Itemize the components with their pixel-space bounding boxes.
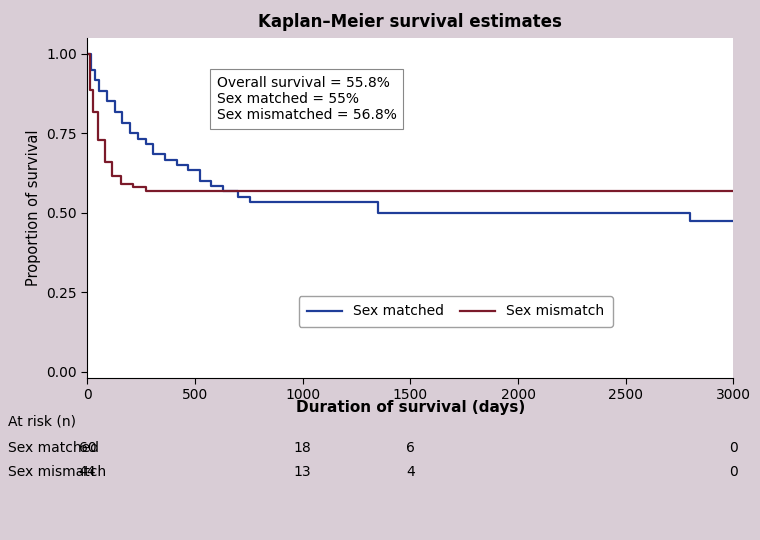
Sex matched <box>125 119 135 126</box>
Sex mismatch <box>128 180 137 187</box>
Sex matched <box>125 130 135 137</box>
Sex matched <box>110 98 119 105</box>
Text: 0: 0 <box>729 441 738 455</box>
Line: Sex mismatch: Sex mismatch <box>87 53 733 191</box>
Sex matched <box>160 157 169 163</box>
Sex matched <box>110 109 119 115</box>
Text: Duration of survival (days): Duration of survival (days) <box>296 400 525 415</box>
Sex mismatch <box>83 50 92 57</box>
Sex matched <box>160 151 169 158</box>
Sex matched <box>184 162 193 168</box>
Sex matched <box>149 151 158 158</box>
Sex mismatch <box>100 159 109 165</box>
Sex mismatch <box>108 173 117 180</box>
Sex mismatch <box>89 109 98 115</box>
Sex matched <box>207 183 216 190</box>
Sex mismatch <box>93 137 103 144</box>
Sex matched <box>133 136 142 142</box>
Sex mismatch <box>729 188 738 194</box>
Text: 6: 6 <box>406 441 415 455</box>
Text: 18: 18 <box>294 441 312 455</box>
Sex mismatch <box>686 188 695 194</box>
Text: 4: 4 <box>406 465 415 480</box>
Sex matched <box>90 66 100 73</box>
Sex matched <box>102 98 111 105</box>
Sex matched <box>374 199 382 205</box>
Sex matched <box>83 50 92 57</box>
Sex matched <box>94 77 103 83</box>
Text: Sex mismatch: Sex mismatch <box>8 465 106 480</box>
Sex mismatch <box>116 173 125 180</box>
Sex matched <box>207 178 216 184</box>
Sex matched <box>195 178 204 184</box>
Text: 13: 13 <box>294 465 312 480</box>
Sex matched <box>219 183 228 190</box>
Text: 60: 60 <box>78 441 97 455</box>
Sex matched <box>149 140 158 147</box>
Sex matched <box>87 50 96 57</box>
Sex matched <box>87 66 96 73</box>
Sex matched <box>90 77 100 83</box>
Sex matched <box>374 210 382 216</box>
Sex matched <box>118 109 127 115</box>
Sex matched <box>729 218 738 224</box>
Sex mismatch <box>93 109 103 115</box>
Sex matched <box>233 193 242 200</box>
Sex matched <box>729 218 738 224</box>
Sex mismatch <box>86 50 95 57</box>
Sex mismatch <box>116 180 125 187</box>
Sex matched <box>195 167 204 174</box>
Sex mismatch <box>141 184 150 191</box>
Sex matched <box>141 136 150 142</box>
Sex matched <box>233 188 242 194</box>
Sex matched <box>133 130 142 137</box>
Sex matched <box>172 157 181 163</box>
Text: Overall survival = 55.8%
Sex matched = 55%
Sex mismatched = 56.8%: Overall survival = 55.8% Sex matched = 5… <box>217 76 397 123</box>
Sex matched <box>277 199 286 205</box>
Sex mismatch <box>729 188 738 194</box>
Sex matched <box>686 210 695 216</box>
Sex matched <box>277 199 286 205</box>
Sex mismatch <box>89 87 98 93</box>
Line: Sex matched: Sex matched <box>87 53 733 221</box>
Sex matched <box>245 199 255 205</box>
Sex matched <box>172 162 181 168</box>
Sex mismatch <box>108 159 117 165</box>
Sex matched <box>686 218 695 224</box>
Sex matched <box>245 193 255 200</box>
Text: At risk (n): At risk (n) <box>8 414 75 428</box>
Sex matched <box>118 119 127 126</box>
Text: 0: 0 <box>729 465 738 480</box>
Sex matched <box>94 87 103 94</box>
Sex mismatch <box>141 188 150 194</box>
Sex mismatch <box>86 87 95 93</box>
Sex matched <box>219 188 228 194</box>
Sex mismatch <box>128 184 137 191</box>
Sex matched <box>102 87 111 94</box>
Sex matched <box>184 167 193 174</box>
Text: 44: 44 <box>78 465 97 480</box>
Legend: Sex matched, Sex mismatch: Sex matched, Sex mismatch <box>299 296 613 327</box>
Y-axis label: Proportion of survival: Proportion of survival <box>26 130 41 286</box>
Sex mismatch <box>686 188 695 194</box>
Title: Kaplan–Meier survival estimates: Kaplan–Meier survival estimates <box>258 12 562 31</box>
Sex mismatch <box>100 137 109 144</box>
Sex matched <box>141 140 150 147</box>
Text: Sex matched: Sex matched <box>8 441 99 455</box>
